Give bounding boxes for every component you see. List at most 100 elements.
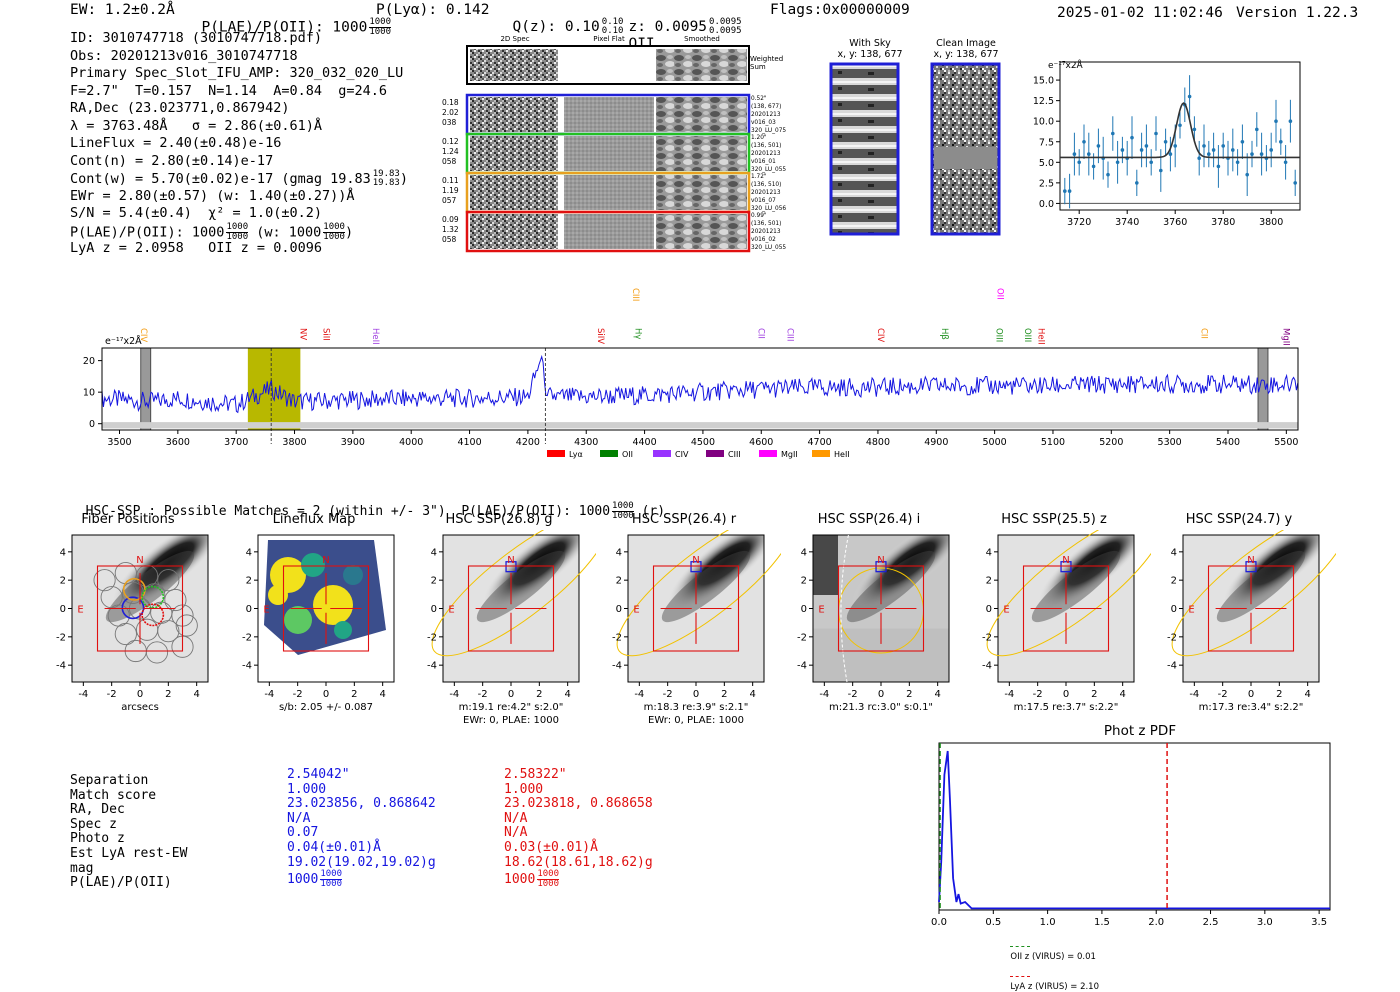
zoom-chart-point (1149, 160, 1153, 165)
fiber-col-header-smoothed: Smoothed (684, 35, 720, 43)
info-plae-text: P(LAE)/P(OII): 1000 (70, 224, 225, 240)
match-label: mag (70, 860, 94, 876)
panel-xtick-label: -4 (264, 689, 274, 700)
lineflux-blob (284, 606, 312, 634)
photz-xtick-label: 2.5 (1203, 917, 1219, 928)
photz-xtick-label: 3.5 (1311, 917, 1327, 928)
aperture-square (837, 565, 925, 652)
photz-legend-lya-swatch (1010, 976, 1031, 977)
panel-caption: m:17.3 re:3.4" s:2.2" (1199, 702, 1304, 713)
fiber-row-right-label: 320_LU_055 (751, 167, 786, 173)
aperture-square (96, 565, 184, 652)
header-z-label: z: 0.0095 (628, 19, 708, 35)
panel-xtick-label: -4 (1004, 689, 1014, 700)
hsc-panel-image (443, 535, 579, 682)
info-contn: Cont(n) = 2.80(±0.14)e-17 (70, 152, 274, 169)
header-z-hi: 0.0095 (709, 17, 742, 27)
info-contw-end: ) (399, 171, 408, 187)
panel-ytick-label: 4 (801, 547, 807, 558)
zoom-chart-point (1087, 152, 1091, 156)
zoom-chart-xtick-label: 3780 (1211, 217, 1235, 228)
full-spectrum-xtick-label: 3700 (224, 437, 248, 448)
zoom-chart-ytick-label: 10.0 (1033, 117, 1054, 128)
fiber-row-left-label: 2.02 (442, 108, 459, 117)
full-spectrum-line-label: OIII (1022, 328, 1032, 342)
match1-value-text: 1.000 (287, 781, 327, 797)
header-datetime: 2025-01-02 11:02:46 (1057, 5, 1223, 21)
panel-ytick-label: 0 (246, 604, 252, 615)
fiber-row-smoothed (656, 175, 747, 210)
fiber-row-right-label: 20201213 (751, 112, 781, 118)
panel-caption-2: EWr: 0, PLAE: 1000 (648, 715, 744, 726)
galaxy-halo (1216, 550, 1306, 623)
photz-legend-lya: LyA z (VIRUS) = 2.10 (1010, 982, 1100, 992)
zoom-chart-fit-line (1060, 102, 1300, 159)
panel-xtick-label: 0 (323, 689, 329, 700)
full-spectrum-legend-label: CIII (728, 450, 741, 459)
galaxy-halo (846, 550, 936, 623)
fiber-row-right-label: 20201213 (751, 190, 781, 196)
photz-chart: 0.0 0.5 1.0 1.5 2.0 2.5 3.0 3.5 (931, 742, 1331, 928)
panel-xtick-label: 4 (749, 689, 755, 700)
fiber-row-left-label: 058 (442, 235, 457, 244)
fiber-circle (164, 588, 187, 612)
match1-value-text: 0.07 (287, 825, 319, 841)
panel-ytick-label: 4 (986, 547, 992, 558)
zoom-chart-point (1130, 135, 1134, 140)
full-spectrum-line-label: OII (994, 288, 1004, 300)
full-spectrum-line-label: CIV (138, 328, 148, 342)
panel-ytick-label: 0 (801, 604, 807, 615)
zoom-chart-ylabel: e⁻¹⁷x2Å (1048, 61, 1083, 71)
panel-ytick-label: 0 (986, 604, 992, 615)
hsc-panel-image (258, 535, 394, 682)
panel-xtick-label: 4 (1119, 689, 1125, 700)
panel-ytick-label: -2 (1167, 632, 1177, 643)
full-spectrum-line-label: CIII (784, 328, 794, 341)
match2-value-text: 0.03(±0.01)Å (504, 839, 598, 855)
panel-xtick-label: -4 (819, 689, 829, 700)
header-plae-frac: 1000 1000 (369, 18, 392, 37)
fiber-row-right-label: 20201213 (751, 151, 781, 157)
full-spectrum-xtick-label: 4100 (457, 437, 481, 448)
compass-e-label: E (1003, 605, 1009, 616)
compass-e-label: E (77, 605, 83, 616)
zoom-chart-point (1259, 152, 1264, 156)
header-version: Version 1.22.3 (1236, 5, 1359, 21)
zoom-chart-point (1279, 139, 1283, 144)
hsc-panel-title: HSC SSP(24.7) y (1185, 512, 1293, 527)
fiber-row-left-label: 058 (442, 157, 457, 166)
panel-ytick-label: -4 (56, 661, 66, 672)
fiber-circle-blue (121, 596, 145, 620)
full-spectrum-legend-swatch (547, 450, 565, 457)
hsc-panel-title: HSC SSP(26.8) g (445, 512, 553, 527)
panel-ytick-label: -2 (242, 632, 252, 643)
full-spectrum-line-label: Hβ (939, 328, 949, 340)
fiber-row-right-label: 320_LU_056 (751, 206, 786, 212)
panel-xtick-label: 2 (1091, 689, 1097, 700)
ccd-with-sky-xy: x, y: 138, 677 (837, 49, 903, 60)
zoom-chart-point (1211, 148, 1216, 152)
panel-ytick-label: 4 (60, 547, 66, 558)
fiber-weighted-sum-2d (470, 49, 558, 81)
compass-n-label: N (1062, 555, 1069, 566)
panel-xtick-label: -2 (107, 689, 117, 700)
fiber-row-flat (564, 214, 654, 249)
fiber-circle-orange (122, 577, 146, 601)
full-spectrum-xtick-label: 4400 (632, 437, 656, 448)
full-spectrum-xtick-label: 5500 (1274, 437, 1298, 448)
full-spectrum-legend-swatch (600, 450, 618, 457)
header-qz-lo: 0.10 (601, 26, 624, 36)
match-marker (1245, 561, 1257, 573)
fiber-row-right-label: 1.20" (751, 135, 767, 141)
zoom-chart-point (1144, 144, 1149, 148)
match2-value-text: 2.58322" (504, 767, 567, 782)
full-spectrum-legend-label: CIV (675, 450, 689, 459)
full-spectrum-frame (101, 347, 1299, 431)
panel-xtick-label: -2 (293, 689, 303, 700)
info-radec: RA,Dec (23.023771,0.867942) (70, 100, 290, 116)
header-z-lo: 0.0095 (709, 26, 742, 36)
info-plae-lo: 1000 (226, 231, 249, 242)
panel-xtick-label: -4 (78, 689, 88, 700)
full-spectrum-legend-label: MgII (781, 450, 798, 459)
fiber-row-right-label: 320_LU_055 (751, 245, 786, 251)
